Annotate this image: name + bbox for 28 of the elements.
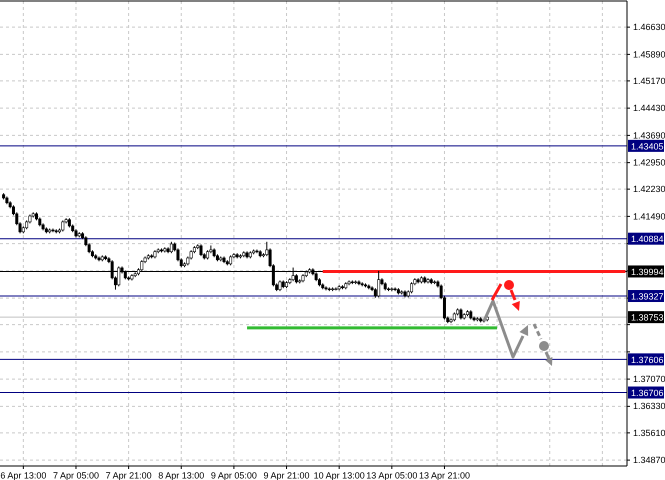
ref-line-label: 1.39327 <box>631 292 664 302</box>
ref-line-label: 1.43405 <box>631 141 664 152</box>
y-tick-label: 1.44430 <box>633 103 665 114</box>
ref-line-label: 1.39994 <box>631 266 664 277</box>
ref-line-label: 1.38753 <box>631 312 664 323</box>
y-tick-label: 1.46630 <box>633 22 665 32</box>
y-tick-label: 1.41490 <box>633 211 665 222</box>
x-tick-label: 13 Apr 21:00 <box>418 470 470 480</box>
x-tick-label: 8 Apr 13:00 <box>158 470 204 480</box>
y-tick-label: 1.35610 <box>633 428 665 438</box>
x-tick-label: 6 Apr 13:00 <box>0 470 46 480</box>
ref-line-label: 1.37606 <box>631 354 664 365</box>
x-tick-label: 9 Apr 05:00 <box>210 470 257 480</box>
x-tick-label: 13 Apr 05:00 <box>366 470 418 480</box>
y-tick-label: 1.45170 <box>633 76 665 86</box>
x-tick-label: 7 Apr 21:00 <box>106 470 152 480</box>
x-tick-label: 7 Apr 05:00 <box>52 470 100 480</box>
x-tick-label: 9 Apr 21:00 <box>264 470 310 480</box>
y-tick-label: 1.45890 <box>633 49 665 60</box>
x-tick-label: 10 Apr 13:00 <box>314 470 365 480</box>
y-tick-label: 1.42950 <box>633 158 665 168</box>
y-tick-label: 1.37070 <box>633 374 665 384</box>
ref-line-label: 1.40884 <box>631 234 664 244</box>
y-tick-label: 1.36330 <box>633 401 665 412</box>
y-tick-label: 1.43690 <box>633 130 665 140</box>
y-tick-label: 1.42230 <box>633 184 665 194</box>
y-tick-label: 1.34870 <box>633 454 665 465</box>
ref-line-label: 1.36706 <box>631 388 664 398</box>
